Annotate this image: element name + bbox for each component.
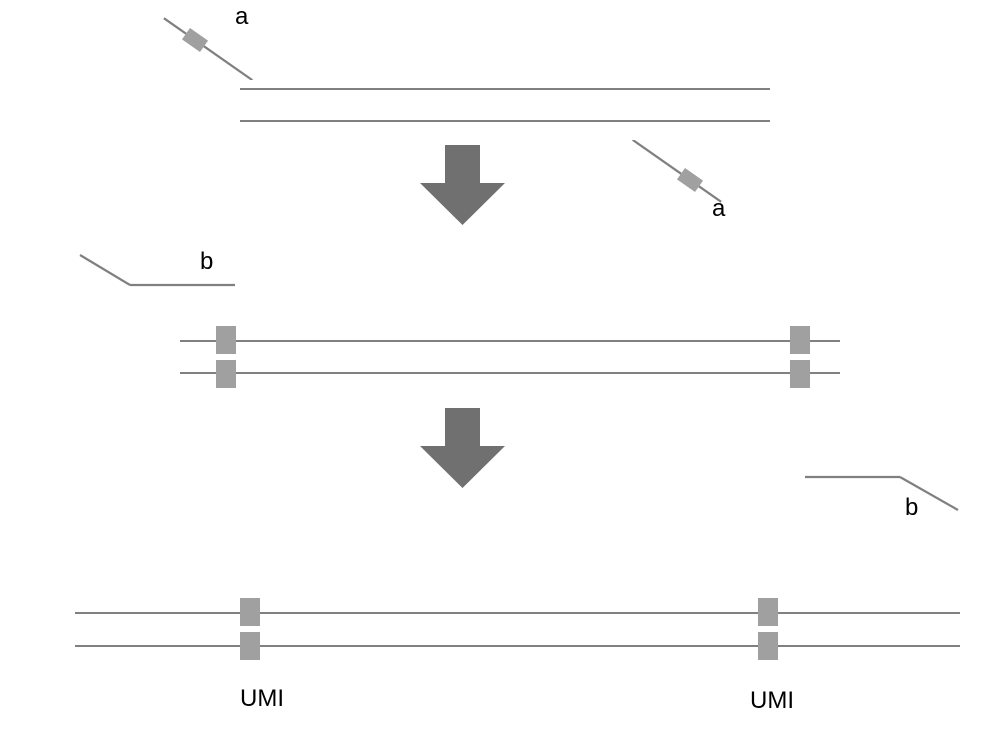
umi-block (240, 598, 260, 626)
dna-strand (240, 120, 770, 122)
primer-a-label: a (235, 3, 248, 31)
primer-b-icon (800, 470, 970, 518)
umi-block (758, 632, 778, 660)
dna-strand (180, 372, 840, 374)
primer-b-label: b (905, 494, 918, 522)
umi-block (790, 360, 810, 388)
umi-block (758, 598, 778, 626)
dna-strand (75, 612, 960, 614)
umi-block (790, 326, 810, 354)
down-arrow-icon (420, 145, 505, 225)
primer-b-icon (75, 248, 245, 293)
umi-label: UMI (750, 687, 794, 715)
dna-strand (240, 88, 770, 90)
umi-block (240, 632, 260, 660)
dna-strand (180, 340, 840, 342)
diagram-canvas: a a b b UMI UMI (0, 0, 1000, 745)
umi-block (216, 326, 236, 354)
down-arrow-icon (420, 408, 505, 488)
primer-a-icon (620, 140, 760, 220)
umi-label: UMI (240, 685, 284, 713)
dna-strand (75, 645, 960, 647)
primer-b-label: b (200, 248, 213, 276)
primer-a-icon (145, 0, 285, 80)
umi-block (216, 360, 236, 388)
primer-a-label: a (712, 195, 725, 223)
